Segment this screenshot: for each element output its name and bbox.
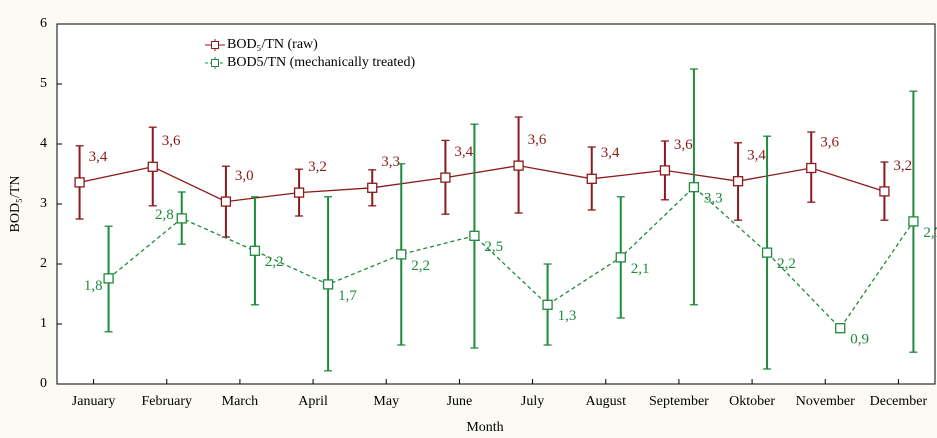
- x-tick-label: February: [141, 394, 192, 409]
- y-tick-label: 2: [40, 256, 47, 271]
- series-line: [108, 186, 914, 330]
- marker: [542, 299, 553, 310]
- x-tick-label: July: [521, 394, 544, 409]
- legend-label: BOD₅/TN (raw): [227, 37, 318, 52]
- x-tick-label: December: [870, 394, 928, 409]
- x-axis-title: Month: [466, 420, 503, 435]
- x-tick-label: May: [373, 394, 399, 409]
- y-tick-label: 4: [40, 136, 47, 151]
- value-label: 3,4: [89, 149, 108, 165]
- value-label: 3,6: [820, 134, 839, 150]
- value-label: 1,3: [558, 308, 577, 324]
- value-label: 2,7: [923, 225, 937, 241]
- marker: [761, 247, 773, 258]
- marker: [615, 252, 626, 263]
- marker: [220, 196, 232, 207]
- marker: [249, 245, 261, 256]
- value-label: 3,2: [308, 159, 327, 175]
- marker: [586, 173, 597, 184]
- marker: [440, 172, 451, 183]
- marker: [74, 177, 85, 188]
- value-label: 3,3: [704, 191, 723, 207]
- value-label: 3,2: [893, 158, 912, 174]
- marker: [835, 323, 846, 334]
- x-tick-label: April: [298, 394, 328, 409]
- x-tick-label: June: [447, 394, 473, 409]
- marker: [469, 230, 480, 241]
- marker: [908, 216, 919, 227]
- marker: [879, 186, 890, 197]
- value-label: 2,2: [777, 256, 796, 272]
- y-tick-label: 6: [40, 16, 47, 31]
- legend-marker: [211, 41, 219, 49]
- x-tick-label: September: [649, 394, 709, 409]
- x-tick-label: November: [796, 394, 855, 409]
- marker: [176, 213, 187, 224]
- marker: [293, 187, 305, 198]
- value-label: 3,3: [381, 154, 400, 170]
- marker: [513, 160, 524, 171]
- marker: [806, 162, 817, 174]
- plot-area: [56, 23, 936, 385]
- y-tick-label: 1: [40, 316, 47, 331]
- marker: [688, 182, 700, 193]
- value-label: 3,4: [454, 144, 473, 160]
- series-line: [79, 164, 885, 203]
- marker: [732, 176, 744, 187]
- marker: [322, 279, 334, 290]
- value-label: 2,8: [155, 207, 174, 223]
- x-tick-label: Oktober: [729, 394, 775, 409]
- legend-label: BOD5/TN (mechanically treated): [227, 55, 415, 70]
- y-axis-title: BOD₅/TN: [8, 176, 23, 233]
- marker: [147, 161, 158, 172]
- marker: [103, 273, 114, 284]
- value-label: 3,6: [528, 132, 547, 148]
- value-label: 3,4: [601, 145, 620, 161]
- value-label: 2,2: [265, 254, 284, 270]
- value-label: 3,6: [674, 137, 693, 153]
- x-tick-label: January: [72, 394, 116, 409]
- value-label: 2,1: [631, 261, 650, 277]
- y-tick-label: 5: [40, 76, 47, 91]
- value-label: 2,2: [411, 258, 430, 274]
- value-label: 1,7: [338, 288, 357, 304]
- value-label: 0,9: [850, 332, 869, 348]
- y-tick-label: 0: [40, 376, 47, 391]
- marker: [659, 165, 671, 176]
- value-label: 3,0: [235, 168, 254, 184]
- marker: [396, 249, 407, 260]
- legend-marker: [211, 59, 219, 67]
- y-tick-label: 3: [40, 196, 47, 211]
- value-label: 1,8: [84, 278, 103, 294]
- x-tick-label: August: [586, 394, 627, 409]
- value-label: 2,5: [484, 239, 503, 255]
- marker: [367, 182, 378, 193]
- x-tick-label: March: [222, 394, 259, 409]
- value-label: 3,6: [162, 133, 181, 149]
- value-label: 3,4: [747, 148, 766, 164]
